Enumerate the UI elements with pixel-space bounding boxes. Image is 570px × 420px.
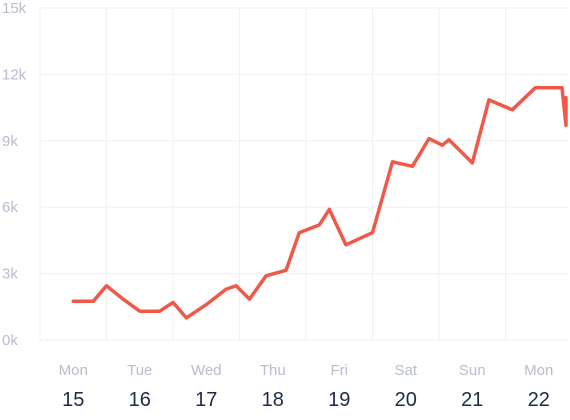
x-tick-day-label: Fri xyxy=(331,362,349,379)
x-tick-day-label: Tue xyxy=(127,362,152,379)
y-tick-label: 3k xyxy=(2,266,18,283)
y-tick-label: 15k xyxy=(2,0,27,17)
x-tick-day-label: Thu xyxy=(260,362,286,379)
x-axis: Mon 15 Tue 16 Wed 17 Thu 18 Fri 19 Sat 20 Sun 21 Mon 22 xyxy=(59,362,554,411)
x-tick-day-label: Mon xyxy=(524,362,553,379)
x-tick-date-label: 15 xyxy=(62,389,84,411)
y-tick-label: 6k xyxy=(2,199,18,216)
x-tick-day-label: Sun xyxy=(459,362,486,379)
y-axis: 0k 3k 6k 9k 12k 15k xyxy=(2,0,27,349)
grid xyxy=(39,7,568,341)
x-tick-date-label: 21 xyxy=(461,389,483,411)
x-tick-date-label: 17 xyxy=(195,389,217,411)
series-line xyxy=(71,85,568,320)
y-tick-label: 9k xyxy=(2,133,18,150)
x-tick-day-label: Wed xyxy=(191,362,222,379)
y-tick-label: 0k xyxy=(2,332,18,349)
x-tick-date-label: 19 xyxy=(328,389,350,411)
x-tick-day-label: Mon xyxy=(59,362,88,379)
x-tick-date-label: 20 xyxy=(395,389,417,411)
x-tick-date-label: 16 xyxy=(129,389,151,411)
x-tick-date-label: 18 xyxy=(262,389,284,411)
x-tick-date-label: 22 xyxy=(528,389,550,411)
y-tick-label: 12k xyxy=(2,66,27,83)
series-layer xyxy=(71,85,568,320)
x-tick-day-label: Sat xyxy=(394,362,417,379)
